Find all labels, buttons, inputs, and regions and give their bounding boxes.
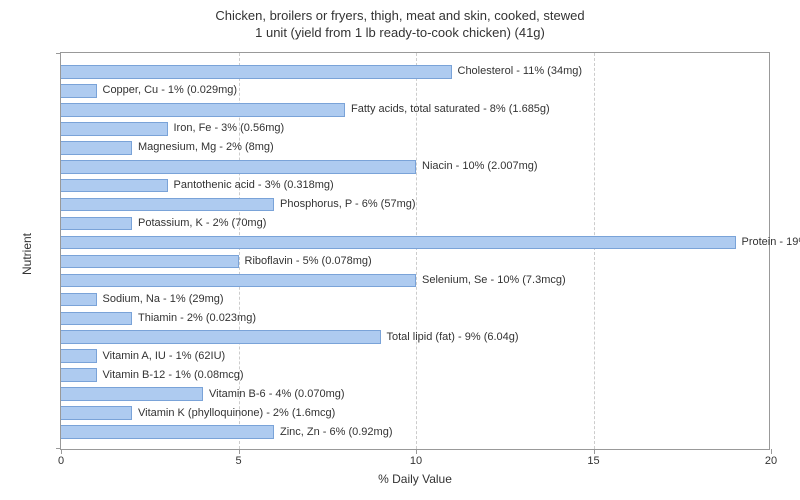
bar-label: Vitamin A, IU - 1% (62IU)	[103, 350, 226, 362]
bar-label: Protein - 19% (9.54g)	[742, 236, 800, 248]
bar-label: Iron, Fe - 3% (0.56mg)	[174, 122, 285, 134]
bar	[61, 160, 416, 174]
bar-label: Magnesium, Mg - 2% (8mg)	[138, 141, 274, 153]
x-tick-label: 20	[765, 455, 777, 467]
x-tick-label: 10	[410, 455, 422, 467]
bar-label: Vitamin B-6 - 4% (0.070mg)	[209, 388, 345, 400]
bar	[61, 368, 97, 382]
bar	[61, 387, 203, 401]
bar	[61, 179, 168, 193]
nutrient-chart: Chicken, broilers or fryers, thigh, meat…	[0, 0, 800, 500]
chart-title: Chicken, broilers or fryers, thigh, meat…	[0, 0, 800, 42]
bar	[61, 255, 239, 269]
bar-label: Niacin - 10% (2.007mg)	[422, 160, 538, 172]
x-tick-mark	[239, 449, 240, 454]
bar	[61, 406, 132, 420]
bar-label: Vitamin K (phylloquinone) - 2% (1.6mcg)	[138, 407, 335, 419]
bar	[61, 65, 452, 79]
bar-label: Fatty acids, total saturated - 8% (1.685…	[351, 103, 550, 115]
x-tick-label: 15	[587, 455, 599, 467]
bar	[61, 141, 132, 155]
bar	[61, 217, 132, 231]
bar-label: Cholesterol - 11% (34mg)	[458, 65, 583, 77]
x-tick-mark	[771, 449, 772, 454]
x-tick-mark	[416, 449, 417, 454]
bar-label: Sodium, Na - 1% (29mg)	[103, 293, 224, 305]
bar	[61, 122, 168, 136]
bar	[61, 274, 416, 288]
bar	[61, 293, 97, 307]
bar	[61, 349, 97, 363]
chart-title-line2: 1 unit (yield from 1 lb ready-to-cook ch…	[0, 25, 800, 42]
y-axis-label: Nutrient	[20, 233, 34, 275]
bar-label: Total lipid (fat) - 9% (6.04g)	[387, 331, 519, 343]
bar	[61, 312, 132, 326]
bar-label: Thiamin - 2% (0.023mg)	[138, 312, 256, 324]
bar-label: Vitamin B-12 - 1% (0.08mcg)	[103, 369, 244, 381]
bar-label: Phosphorus, P - 6% (57mg)	[280, 198, 416, 210]
bar-label: Selenium, Se - 10% (7.3mcg)	[422, 274, 566, 286]
bar-label: Potassium, K - 2% (70mg)	[138, 217, 266, 229]
x-tick-label: 5	[235, 455, 241, 467]
bar-label: Riboflavin - 5% (0.078mg)	[245, 255, 372, 267]
bar	[61, 103, 345, 117]
x-axis-label: % Daily Value	[60, 472, 770, 486]
x-tick-mark	[594, 449, 595, 454]
x-tick-mark	[61, 449, 62, 454]
plot-area: 05101520Cholesterol - 11% (34mg)Copper, …	[60, 52, 770, 450]
bar-label: Zinc, Zn - 6% (0.92mg)	[280, 426, 392, 438]
bar-label: Copper, Cu - 1% (0.029mg)	[103, 84, 238, 96]
y-tick-mark	[56, 53, 61, 54]
bar-label: Pantothenic acid - 3% (0.318mg)	[174, 179, 334, 191]
bar	[61, 236, 736, 250]
gridline	[594, 53, 595, 449]
bar	[61, 425, 274, 439]
bar	[61, 330, 381, 344]
x-tick-label: 0	[58, 455, 64, 467]
chart-title-line1: Chicken, broilers or fryers, thigh, meat…	[0, 8, 800, 25]
bar	[61, 198, 274, 212]
bar	[61, 84, 97, 98]
